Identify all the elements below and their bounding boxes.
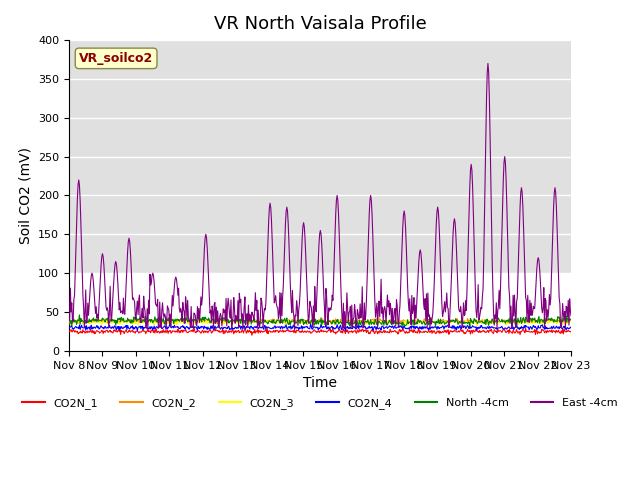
X-axis label: Time: Time bbox=[303, 376, 337, 390]
Text: VR_soilco2: VR_soilco2 bbox=[79, 52, 153, 65]
Legend: CO2N_1, CO2N_2, CO2N_3, CO2N_4, North -4cm, East -4cm: CO2N_1, CO2N_2, CO2N_3, CO2N_4, North -4… bbox=[18, 394, 622, 414]
Title: VR North Vaisala Profile: VR North Vaisala Profile bbox=[214, 15, 426, 33]
Y-axis label: Soil CO2 (mV): Soil CO2 (mV) bbox=[19, 147, 33, 244]
Bar bbox=[69, 40, 571, 273]
